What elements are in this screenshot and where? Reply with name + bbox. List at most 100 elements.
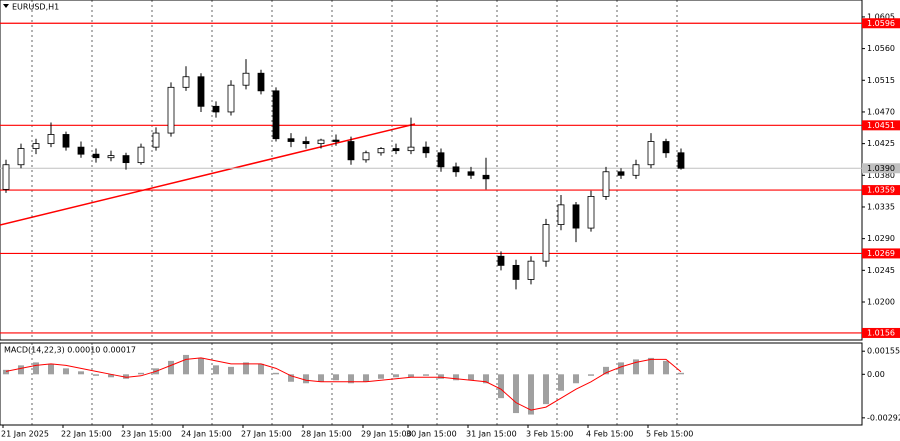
macd-bar xyxy=(198,357,204,375)
candle-body xyxy=(167,86,175,134)
y-tick-label: 1.0380 xyxy=(867,171,895,180)
candle-body xyxy=(257,72,265,92)
candle-body xyxy=(482,174,490,180)
macd-tick-label: 0.00155 xyxy=(867,347,900,356)
candle-body xyxy=(317,139,325,145)
level-label-box xyxy=(862,185,900,196)
macd-tick-label: -0.00292 xyxy=(867,413,900,422)
candle-body xyxy=(242,72,250,86)
macd-panel xyxy=(0,342,863,426)
macd-bar xyxy=(483,374,489,384)
candle-body xyxy=(122,155,130,164)
y-tick-label: 1.0335 xyxy=(867,202,895,211)
x-tick-label: 29 Jan 15:00 xyxy=(361,430,412,439)
x-tick-label: 21 Jan 2025 xyxy=(1,430,49,439)
macd-bar xyxy=(453,374,459,381)
candle-body xyxy=(422,146,430,154)
level-label: 1.0596 xyxy=(867,19,895,28)
candle-body xyxy=(407,146,415,152)
y-tick-label: 1.0425 xyxy=(867,139,895,148)
macd-bar xyxy=(603,366,609,375)
level-label: 1.0359 xyxy=(867,186,895,195)
macd-bar xyxy=(93,374,99,376)
macd-bar xyxy=(273,372,279,375)
macd-bar xyxy=(528,374,534,415)
candle-body xyxy=(212,105,220,113)
candle-body xyxy=(2,164,10,190)
candle-body xyxy=(662,141,670,154)
macd-bar xyxy=(363,374,369,382)
macd-bar xyxy=(633,359,639,375)
level-label-box xyxy=(862,18,900,29)
level-label: 1.0451 xyxy=(867,121,895,130)
candle-body xyxy=(392,148,400,152)
macd-bar xyxy=(288,374,294,382)
x-tick-label: 22 Jan 15:00 xyxy=(61,430,112,439)
candle-body xyxy=(452,166,460,173)
y-tick-label: 1.0605 xyxy=(867,12,895,21)
macd-bar xyxy=(513,374,519,414)
macd-bar xyxy=(393,374,399,378)
macd-bar xyxy=(258,363,264,375)
macd-bar xyxy=(558,374,564,391)
level-label-box xyxy=(862,327,900,338)
main-panel xyxy=(0,0,863,341)
level-label-box xyxy=(862,248,900,259)
candle-body xyxy=(92,153,100,159)
y-tick-label: 1.0515 xyxy=(867,76,895,85)
candle-body xyxy=(542,224,550,262)
candle-body xyxy=(677,152,685,169)
candle-body xyxy=(302,141,310,145)
macd-bar xyxy=(378,374,384,379)
x-tick-label: 23 Jan 15:00 xyxy=(121,430,172,439)
macd-bar xyxy=(498,374,504,399)
macd-bar xyxy=(678,372,684,375)
macd-bar xyxy=(138,372,144,375)
macd-bar xyxy=(63,368,69,375)
macd-bar xyxy=(573,374,579,384)
candle-body xyxy=(362,152,370,161)
candle-body xyxy=(152,132,160,148)
macd-bar xyxy=(663,360,669,375)
macd-bar xyxy=(123,374,129,379)
x-tick-label: 4 Feb 15:00 xyxy=(586,430,633,439)
macd-bar xyxy=(543,374,549,405)
candle-body xyxy=(557,204,565,225)
current-price-label: 1.0390 xyxy=(867,164,895,173)
trend-line xyxy=(0,123,416,226)
macd-bar xyxy=(588,374,594,376)
candle-body xyxy=(647,141,655,166)
candle-body xyxy=(137,146,145,164)
candle-body xyxy=(332,139,340,142)
macd-bar xyxy=(648,357,654,375)
level-label: 1.0269 xyxy=(867,249,895,258)
macd-bar xyxy=(3,369,9,375)
symbol-icon xyxy=(3,4,9,8)
y-tick-label: 1.0245 xyxy=(867,266,895,275)
macd-bar xyxy=(303,374,309,384)
x-tick-label: 5 Feb 15:00 xyxy=(646,430,693,439)
candle-body xyxy=(617,171,625,176)
level-label: 1.0156 xyxy=(867,328,895,337)
candle-body xyxy=(77,146,85,155)
x-tick-label: 30 Jan 15:00 xyxy=(406,430,457,439)
candle-body xyxy=(107,155,115,159)
macd-bar xyxy=(78,371,84,375)
macd-tick-label: 0.00 xyxy=(867,370,885,379)
candle-body xyxy=(587,196,595,229)
candle-body xyxy=(182,76,190,88)
macd-bar xyxy=(333,374,339,381)
candle-body xyxy=(632,164,640,176)
candle-body xyxy=(47,134,55,145)
candle-body xyxy=(347,141,355,161)
candle-body xyxy=(287,138,295,142)
macd-bar xyxy=(213,365,219,375)
candle-body xyxy=(377,148,385,154)
macd-bar xyxy=(18,365,24,375)
macd-bar xyxy=(183,354,189,375)
macd-bar xyxy=(228,366,234,375)
y-tick-label: 1.0200 xyxy=(867,297,895,306)
candle-body xyxy=(497,255,505,266)
x-tick-label: 3 Feb 15:00 xyxy=(526,430,573,439)
